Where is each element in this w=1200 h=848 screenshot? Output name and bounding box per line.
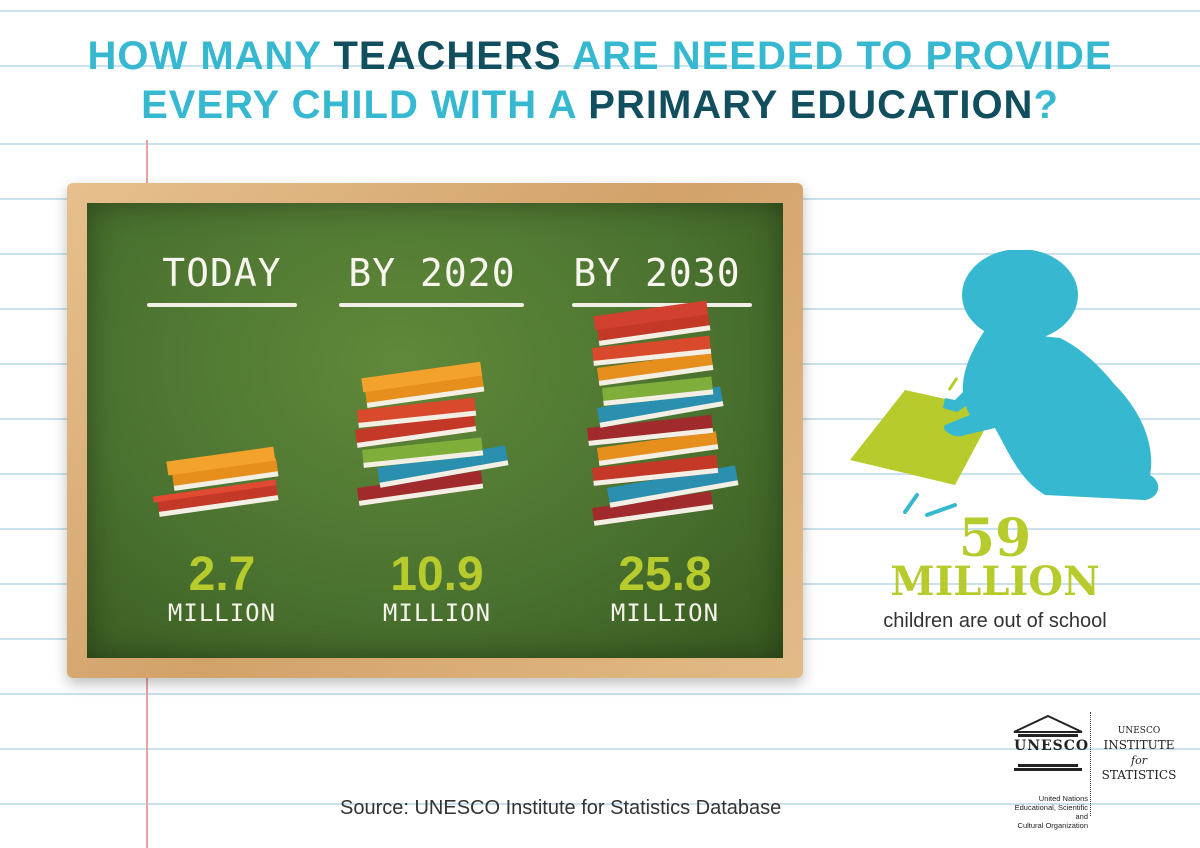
book-stack-today <box>152 446 279 517</box>
uis-top-text: UNESCO <box>1117 726 1161 736</box>
unesco-temple-icon <box>1013 714 1083 771</box>
page-title: HOW MANY TEACHERS ARE NEEDED TO PROVIDE … <box>87 34 1113 127</box>
unit-today: MILLION <box>167 599 277 627</box>
book-stack-2030 <box>587 300 739 526</box>
unit-2020: MILLION <box>382 599 492 627</box>
chalk-underline <box>147 303 297 307</box>
unesco-subtitle: United Nations Educational, Scientific a… <box>1014 794 1088 830</box>
unit-2030: MILLION <box>610 599 720 627</box>
child-drawing-silhouette <box>850 250 1159 517</box>
stat-value: 59 <box>958 508 1032 569</box>
uis-statistics-text: STATISTICS <box>1101 768 1177 782</box>
column-label-2020: BY 2020 <box>348 251 516 295</box>
stat-description: children are out of school <box>883 610 1107 632</box>
chalkboard: TODAY BY 2020 BY 2030 <box>87 203 783 658</box>
logo-divider <box>1090 712 1091 816</box>
uis-for-text: for <box>1131 754 1147 767</box>
column-label-today: TODAY <box>162 251 282 295</box>
source-citation: Source: UNESCO Institute for Statistics … <box>340 797 782 819</box>
column-label-2030: BY 2030 <box>573 251 741 295</box>
chalk-underline <box>339 303 524 307</box>
unesco-wordmark: UNESCO <box>1014 738 1090 754</box>
chalk-underline <box>572 303 752 307</box>
book-stack-2020 <box>355 361 509 506</box>
value-2020: 10.9 <box>390 548 484 601</box>
chalkboard-frame: TODAY BY 2020 BY 2030 <box>67 183 803 678</box>
uis-institute-text: INSTITUTE <box>1103 738 1175 752</box>
unesco-logo: UNESCO United Nations Educational, Scien… <box>1010 712 1190 830</box>
value-today: 2.7 <box>188 548 256 601</box>
stat-unit: MILLION <box>890 558 1100 605</box>
value-2030: 25.8 <box>618 548 712 601</box>
